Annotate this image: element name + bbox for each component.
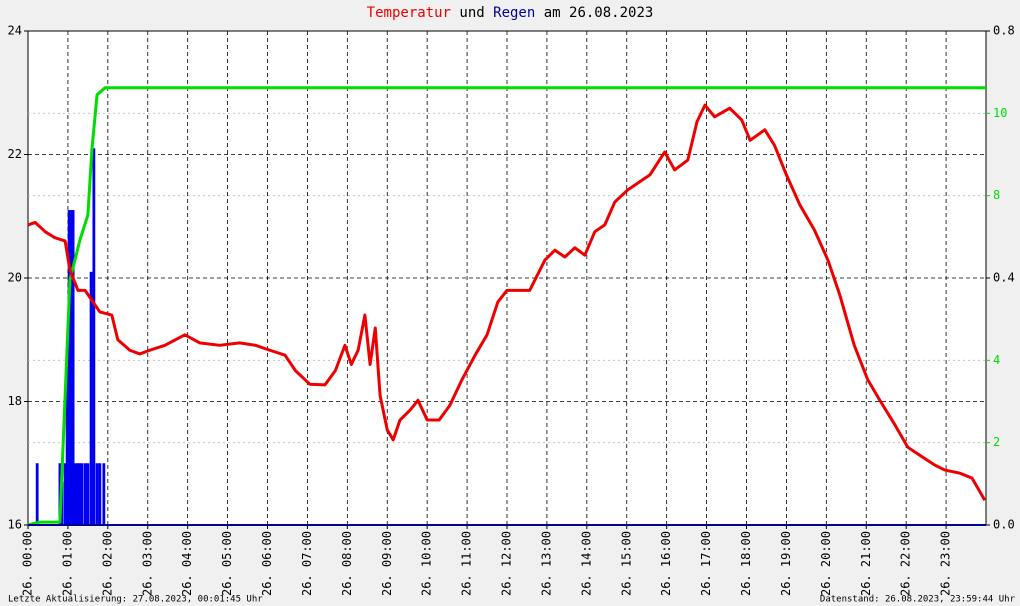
x-tick-label: 26. 05:00 — [220, 531, 234, 596]
title-part: Regen — [493, 5, 535, 21]
footer-left: Letzte Aktualisierung: 27.08.2023, 00:01… — [8, 595, 263, 605]
y-tick-label: 22 — [8, 147, 22, 161]
x-tick-label: 26. 22:00 — [899, 531, 913, 596]
rain-bar — [98, 463, 102, 525]
x-tick-label: 26. 18:00 — [739, 531, 753, 596]
rain-bar — [69, 210, 73, 525]
x-tick-label: 26. 02:00 — [100, 531, 114, 596]
rain-bar — [76, 463, 80, 525]
x-tick-label: 26. 17:00 — [699, 531, 713, 596]
rain-bar — [86, 463, 90, 525]
x-tick-label: 26. 06:00 — [260, 531, 274, 596]
x-tick-label: 26. 03:00 — [140, 531, 154, 596]
x-tick-label: 26. 15:00 — [619, 531, 633, 596]
rain-bar — [92, 148, 96, 525]
x-tick-label: 26. 07:00 — [300, 531, 314, 596]
x-tick-label: 26. 14:00 — [579, 531, 593, 596]
x-tick-label: 26. 21:00 — [859, 531, 873, 596]
rain-bar — [71, 210, 75, 525]
rain-bar — [102, 463, 106, 525]
y-tick-label: 18 — [8, 394, 22, 408]
rain-bar — [78, 463, 82, 525]
y-tick-label: 24 — [8, 24, 22, 38]
x-tick-label: 26. 23:00 — [939, 531, 953, 596]
x-tick-label: 26. 19:00 — [779, 531, 793, 596]
y3-tick-label: 10 — [993, 106, 1007, 120]
y2-tick-label: 0.0 — [993, 518, 1015, 532]
x-tick-label: 26. 09:00 — [380, 531, 394, 596]
rain-bar — [73, 463, 77, 525]
y3-tick-label: 4 — [993, 353, 1000, 367]
x-tick-label: 26. 16:00 — [659, 531, 673, 596]
title-part: am 26.08.2023 — [544, 5, 654, 21]
y3-tick-label: 8 — [993, 188, 1000, 202]
temperature-line — [27, 103, 987, 502]
y2-tick-label: 0.8 — [993, 24, 1015, 38]
x-tick-label: 26. 12:00 — [500, 531, 514, 596]
rain-sum-line — [27, 86, 986, 527]
x-tick-label: 26. 04:00 — [180, 531, 194, 596]
rain-bar — [67, 210, 71, 525]
x-tick-label: 26. 10:00 — [420, 531, 434, 596]
footer-right: Datenstand: 26.08.2023, 23:59:44 Uhr — [820, 595, 1016, 605]
chart-title: Temperatur und Regen am 26.08.2023 — [367, 5, 654, 21]
y-tick-label: 20 — [8, 271, 22, 285]
rain-bar — [80, 463, 84, 525]
y2-tick-label: 0.4 — [993, 271, 1015, 285]
rain-bar — [65, 370, 69, 525]
title-part: Temperatur — [367, 5, 451, 21]
title-part: und — [459, 5, 484, 21]
rain-bar — [35, 463, 39, 525]
y3-tick-label: 2 — [993, 435, 1000, 449]
x-tick-label: 26. 08:00 — [340, 531, 354, 596]
x-tick-label: 26. 11:00 — [460, 531, 474, 596]
x-tick-label: 26. 20:00 — [819, 531, 833, 596]
rain-bar — [83, 463, 87, 525]
x-tick-label: 26. 01:00 — [60, 531, 74, 596]
rain-bar — [95, 463, 99, 525]
x-tick-label: 26. 00:00 — [21, 531, 35, 596]
y-tick-label: 16 — [8, 518, 22, 532]
rain-bar — [63, 463, 67, 525]
rain-bar — [89, 271, 93, 525]
x-tick-label: 26. 13:00 — [539, 531, 553, 596]
